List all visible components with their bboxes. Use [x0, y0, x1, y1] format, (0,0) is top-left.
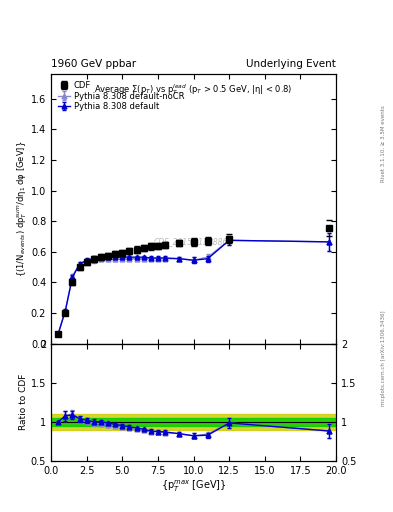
- Text: Average Σ(p$_T$) vs p$_T^{lead}$ (p$_T$ > 0.5 GeV, |η| < 0.8): Average Σ(p$_T$) vs p$_T^{lead}$ (p$_T$ …: [94, 82, 293, 97]
- Legend: CDF, Pythia 8.308 default-noCR, Pythia 8.308 default: CDF, Pythia 8.308 default-noCR, Pythia 8…: [55, 78, 187, 114]
- Y-axis label: Ratio to CDF: Ratio to CDF: [19, 374, 28, 431]
- Text: Rivet 3.1.10, ≥ 3.5M events: Rivet 3.1.10, ≥ 3.5M events: [381, 105, 386, 182]
- Y-axis label: {(1/N$_{events}$) dp$_T^{sum}$/dη$_1$ dφ [GeV]}: {(1/N$_{events}$) dp$_T^{sum}$/dη$_1$ dφ…: [16, 141, 29, 277]
- Text: mcplots.cern.ch [arXiv:1306.3436]: mcplots.cern.ch [arXiv:1306.3436]: [381, 311, 386, 406]
- X-axis label: {p$_T^{max}$ [GeV]}: {p$_T^{max}$ [GeV]}: [161, 478, 226, 494]
- Bar: [51, 418, 336, 425]
- Text: 1960 GeV ppbar: 1960 GeV ppbar: [51, 59, 136, 69]
- Text: Underlying Event: Underlying Event: [246, 59, 336, 69]
- Bar: [51, 414, 336, 430]
- Text: CDF_2015_I1388868: CDF_2015_I1388868: [154, 237, 233, 246]
